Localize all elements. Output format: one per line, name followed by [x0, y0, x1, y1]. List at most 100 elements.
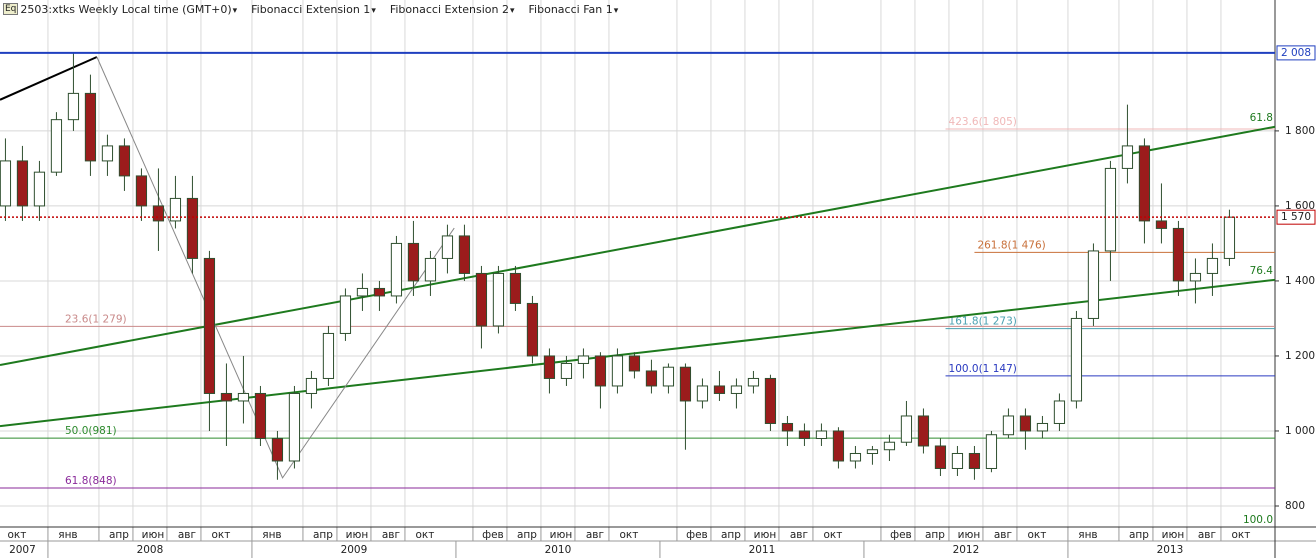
candle-body	[288, 392, 301, 462]
x-tick-label: авг	[790, 529, 808, 541]
x-tick-label: июн	[754, 529, 777, 541]
candle-body	[594, 355, 607, 387]
x-tick-label: фев	[890, 529, 912, 541]
candle-body	[1189, 272, 1202, 282]
candle-body	[628, 355, 641, 372]
candle-body	[645, 370, 658, 387]
candle-body	[781, 422, 794, 432]
candle-body	[0, 160, 12, 207]
candle-body	[798, 430, 811, 439]
candle-body	[254, 392, 267, 439]
x-tick-label: июн	[1162, 529, 1185, 541]
candle-body	[424, 257, 437, 282]
candle-body	[526, 302, 539, 357]
fan-line	[0, 278, 1276, 428]
y-tick-label: 1 800	[1285, 125, 1315, 137]
candle-body	[458, 235, 471, 274]
candle-body	[305, 377, 318, 394]
x-tick-label: июн	[346, 529, 369, 541]
candle-body	[407, 242, 420, 282]
candle-body	[900, 415, 913, 443]
candle-body	[1087, 250, 1100, 319]
x-tick-label: авг	[1198, 529, 1216, 541]
candle-body	[1053, 400, 1066, 424]
candle-body	[713, 385, 726, 394]
x-tick-label: янв	[1078, 529, 1097, 541]
candle-body	[16, 160, 29, 207]
x-tick-label: апр	[109, 529, 129, 541]
menu-item[interactable]: 2503:xtks Weekly Local time (GMT+0)	[20, 3, 237, 16]
candle-body	[696, 385, 709, 402]
candle-body	[441, 235, 454, 259]
x-tick-label: июн	[550, 529, 573, 541]
candle-body	[33, 171, 46, 207]
year-label: 2010	[545, 544, 572, 556]
y-tick-label: 1 600	[1285, 200, 1315, 212]
candle-body	[1002, 415, 1015, 436]
candle-body	[764, 377, 777, 424]
candle-body	[203, 257, 216, 394]
menu-item[interactable]: Fibonacci Extension 1	[251, 3, 376, 16]
candle-body	[390, 242, 403, 297]
y-tick-label: 800	[1285, 500, 1305, 512]
x-tick-label: авг	[382, 529, 400, 541]
candle-body	[50, 119, 63, 173]
candle-body	[186, 197, 199, 259]
menu-item[interactable]: Fibonacci Fan 1	[529, 3, 619, 16]
x-tick-label: апр	[925, 529, 945, 541]
candle-body	[917, 415, 930, 447]
fan-label: 100.0	[1243, 514, 1273, 526]
x-tick-label: окт	[619, 529, 638, 541]
x-tick-label: апр	[313, 529, 333, 541]
year-label: 2009	[341, 544, 368, 556]
x-tick-label: окт	[823, 529, 842, 541]
year-label: 2007	[9, 544, 36, 556]
icon[interactable]: Eq	[3, 3, 19, 15]
fib-label: 161.8(1 273)	[949, 316, 1017, 328]
candle-body	[1138, 145, 1151, 222]
candle-body	[662, 366, 675, 387]
x-tick-label: янв	[262, 529, 281, 541]
candle-body	[220, 392, 233, 402]
x-tick-label: апр	[721, 529, 741, 541]
candle-body	[356, 287, 369, 297]
y-tick-label: 1 000	[1285, 425, 1315, 437]
fan-label: 76.4	[1250, 265, 1274, 277]
candle-body	[1036, 422, 1049, 432]
candle-body	[1019, 415, 1032, 432]
candle-body	[373, 287, 386, 297]
candle-body	[322, 332, 335, 379]
price-tag	[1276, 45, 1316, 61]
fib-label: 423.6(1 805)	[949, 116, 1017, 128]
candle-body	[118, 145, 131, 177]
candle-body	[543, 355, 556, 379]
candle-body	[815, 430, 828, 439]
candle-body	[1172, 227, 1185, 282]
x-tick-label: авг	[586, 529, 604, 541]
candle-body	[492, 272, 505, 327]
candle-body	[67, 92, 80, 121]
year-label: 2011	[749, 544, 776, 556]
toolbar: Eq 2503:xtks Weekly Local time (GMT+0) F…	[0, 0, 632, 18]
y-tick-label: 1 400	[1285, 275, 1315, 287]
fib-label: 23.6(1 279)	[65, 313, 127, 325]
candle-body	[747, 377, 760, 387]
candle-body	[577, 355, 590, 364]
candle-body	[1223, 216, 1236, 259]
x-tick-label: июн	[142, 529, 165, 541]
candle-body	[101, 145, 114, 162]
x-tick-label: окт	[1231, 529, 1250, 541]
candle-body	[849, 452, 862, 462]
candle-body	[730, 385, 743, 394]
candle-body	[509, 272, 522, 304]
fib-label: 261.8(1 476)	[977, 239, 1045, 251]
price-tag-label: 2 008	[1281, 47, 1311, 59]
candle-body	[1121, 145, 1134, 169]
x-tick-label: окт	[415, 529, 434, 541]
candle-body	[832, 430, 845, 462]
y-tick-label: 1 200	[1285, 350, 1315, 362]
menu-item[interactable]: Fibonacci Extension 2	[390, 3, 515, 16]
candle-body	[1206, 257, 1219, 274]
